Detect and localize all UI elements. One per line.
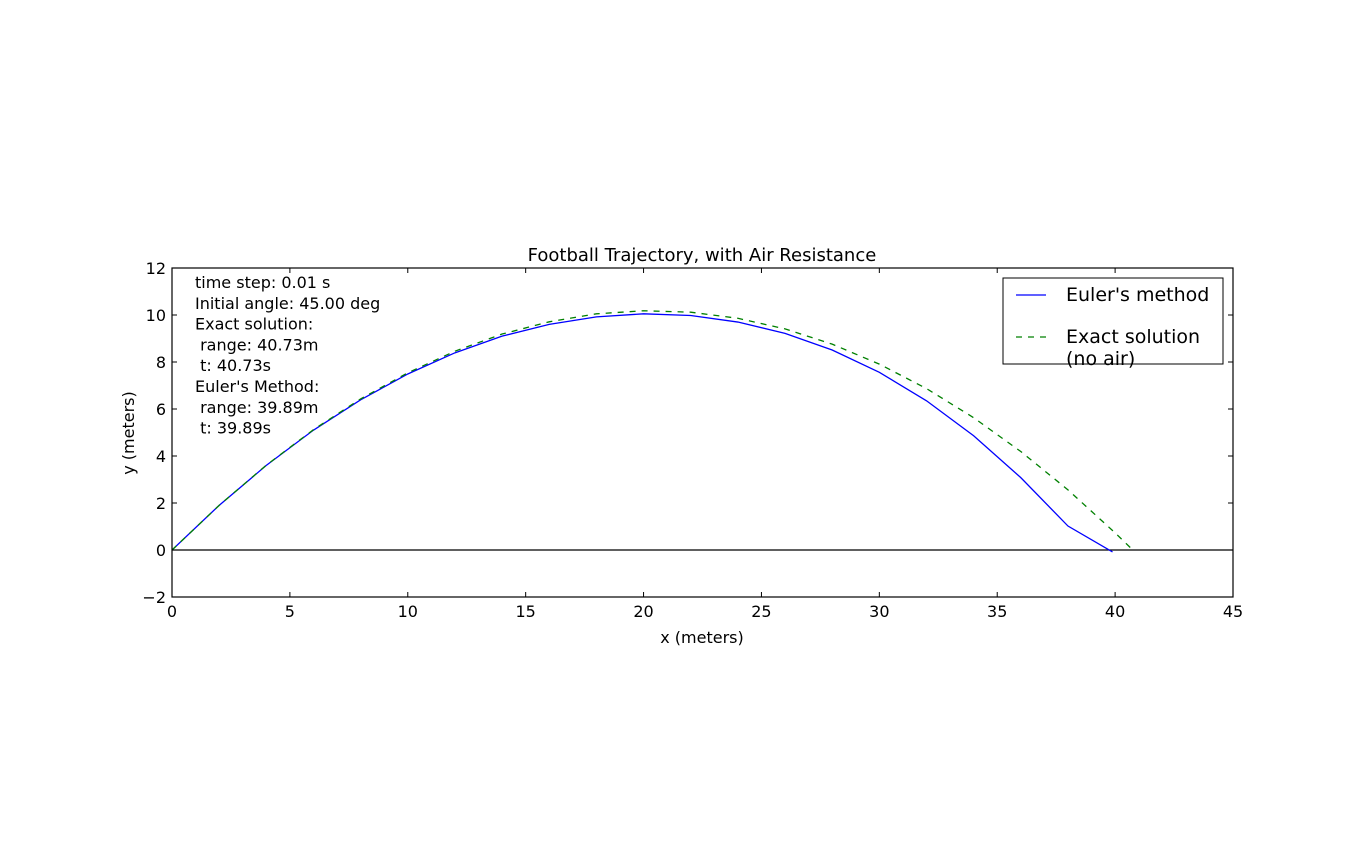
annotation-line: t: 40.73s — [195, 356, 271, 375]
x-tick-label: 10 — [398, 602, 418, 621]
legend-label: Euler's method — [1066, 284, 1209, 306]
annotation-line: t: 39.89s — [195, 419, 271, 438]
x-tick-label: 25 — [751, 602, 771, 621]
x-axis-label: x (meters) — [660, 628, 744, 647]
legend-label: (no air) — [1066, 348, 1135, 370]
y-tick-label: 12 — [146, 259, 166, 278]
annotation-line: range: 40.73m — [195, 335, 318, 354]
x-tick-label: 15 — [515, 602, 535, 621]
annotation-line: time step: 0.01 s — [195, 273, 330, 292]
y-tick-label: 4 — [156, 447, 166, 466]
y-tick-label: 6 — [156, 400, 166, 419]
x-tick-label: 40 — [1105, 602, 1125, 621]
x-tick-label: 5 — [285, 602, 295, 621]
annotation-line: Euler's Method: — [195, 377, 319, 396]
chart-title: Football Trajectory, with Air Resistance — [528, 245, 877, 266]
x-tick-label: 30 — [869, 602, 889, 621]
y-tick-label: 10 — [146, 306, 166, 325]
axes-frame — [171, 267, 1234, 598]
x-tick-label: 0 — [167, 602, 177, 621]
annotation-line: range: 39.89m — [195, 398, 318, 417]
y-axis-label: y (meters) — [119, 391, 138, 475]
x-tick-label: 20 — [633, 602, 653, 621]
legend-label: Exact solution — [1066, 326, 1200, 348]
annotation-line: Initial angle: 45.00 deg — [195, 294, 380, 313]
annotation-line: Exact solution: — [195, 315, 313, 334]
y-tick-label: 2 — [156, 494, 166, 513]
y-tick-label: 8 — [156, 353, 166, 372]
legend-box — [1002, 277, 1224, 365]
x-tick-label: 45 — [1223, 602, 1243, 621]
y-tick-label: −2 — [142, 588, 166, 607]
series-line-1 — [172, 310, 1133, 551]
y-tick-label: 0 — [156, 541, 166, 560]
legend: Euler's method Exact solution(no air) — [1002, 277, 1224, 370]
x-tick-label: 35 — [987, 602, 1007, 621]
